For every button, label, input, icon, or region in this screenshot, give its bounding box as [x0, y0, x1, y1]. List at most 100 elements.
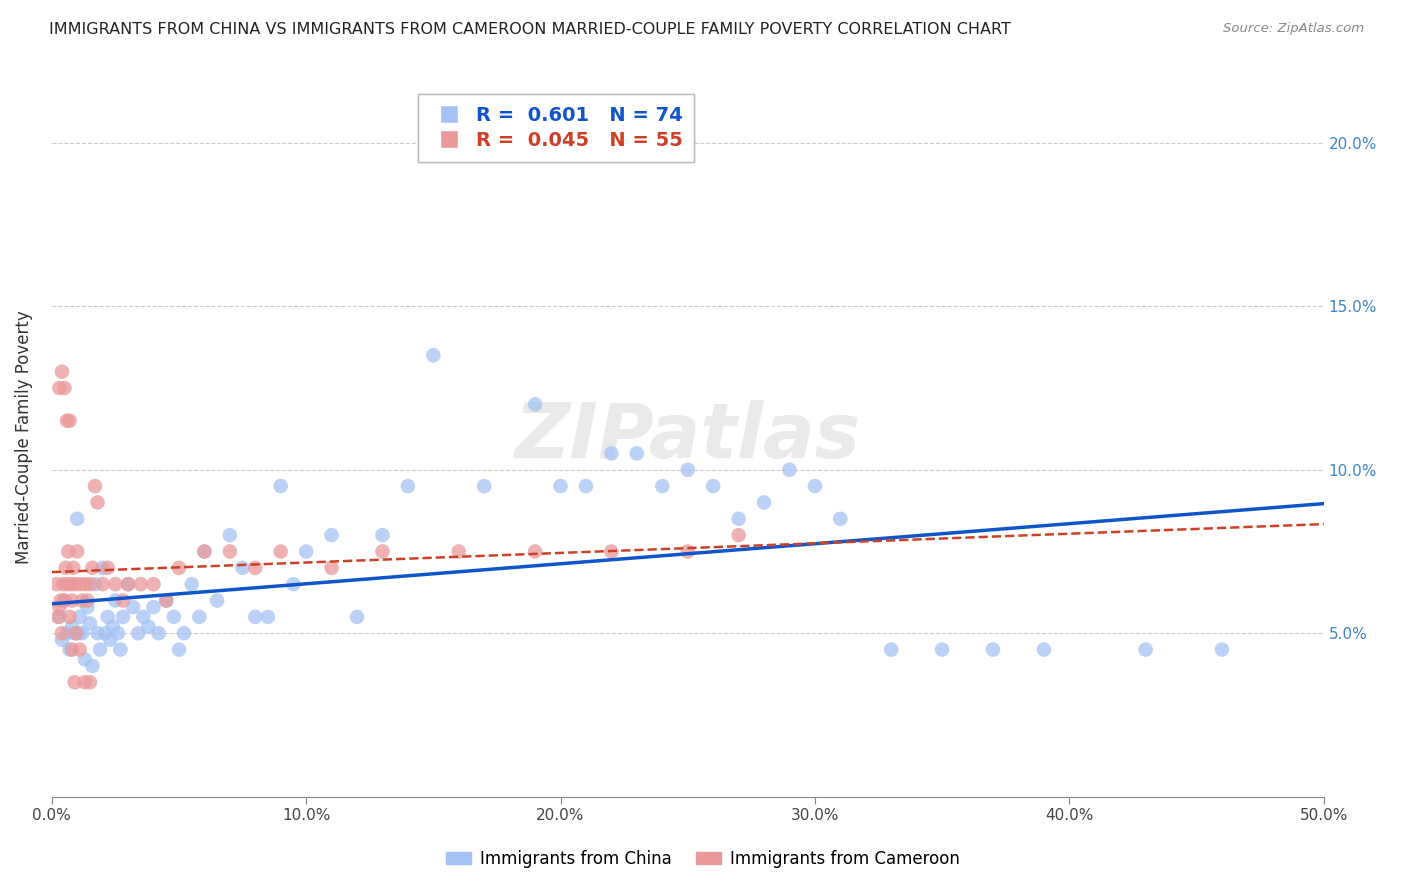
Point — [48, 600, 70, 615]
Point — [173, 626, 195, 640]
Point — [45, 577, 67, 591]
Point — [66, 512, 89, 526]
Point — [51, 632, 73, 647]
Point — [55, 561, 77, 575]
Point — [98, 632, 121, 647]
Point — [830, 512, 852, 526]
Point — [51, 365, 73, 379]
Point — [69, 577, 91, 591]
Point — [104, 577, 127, 591]
Point — [752, 495, 775, 509]
Point — [880, 642, 903, 657]
Point — [63, 626, 86, 640]
Point — [79, 577, 101, 591]
Point — [447, 544, 470, 558]
Point — [122, 600, 145, 615]
Point — [66, 544, 89, 558]
Point — [205, 593, 228, 607]
Point — [180, 577, 202, 591]
Point — [117, 577, 139, 591]
Point — [82, 659, 104, 673]
Point — [129, 577, 152, 591]
Point — [727, 512, 749, 526]
Point — [63, 577, 86, 591]
Point — [218, 528, 240, 542]
Point — [52, 577, 75, 591]
Point — [72, 593, 94, 607]
Point — [94, 626, 117, 640]
Point — [804, 479, 827, 493]
Point — [48, 610, 70, 624]
Point — [56, 414, 79, 428]
Point — [72, 626, 94, 640]
Point — [89, 642, 111, 657]
Point — [58, 610, 80, 624]
Point — [69, 642, 91, 657]
Point — [245, 610, 267, 624]
Point — [371, 544, 394, 558]
Point — [245, 561, 267, 575]
Point — [48, 381, 70, 395]
Point — [73, 652, 96, 666]
Point — [76, 593, 98, 607]
Point — [60, 642, 83, 657]
Point — [53, 593, 76, 607]
Point — [524, 397, 547, 411]
Point — [56, 626, 79, 640]
Point — [142, 577, 165, 591]
Point — [111, 610, 134, 624]
Point — [76, 600, 98, 615]
Text: IMMIGRANTS FROM CHINA VS IMMIGRANTS FROM CAMEROON MARRIED-COUPLE FAMILY POVERTY : IMMIGRANTS FROM CHINA VS IMMIGRANTS FROM… — [49, 22, 1011, 37]
Point — [79, 675, 101, 690]
Point — [127, 626, 149, 640]
Point — [69, 610, 91, 624]
Point — [58, 544, 80, 558]
Point — [49, 593, 72, 607]
Point — [167, 561, 190, 575]
Point — [1032, 642, 1054, 657]
Point — [107, 626, 129, 640]
Point — [67, 626, 90, 640]
Point — [1211, 642, 1233, 657]
Point — [270, 544, 292, 558]
Point — [257, 610, 280, 624]
Point — [79, 616, 101, 631]
Point — [321, 561, 343, 575]
Legend: Immigrants from China, Immigrants from Cameroon: Immigrants from China, Immigrants from C… — [440, 844, 966, 875]
Point — [270, 479, 292, 493]
Point — [193, 544, 215, 558]
Point — [84, 479, 107, 493]
Point — [524, 544, 547, 558]
Point — [283, 577, 305, 591]
Point — [63, 675, 86, 690]
Point — [422, 348, 444, 362]
Point — [676, 463, 699, 477]
Point — [163, 610, 186, 624]
Point — [396, 479, 419, 493]
Point — [117, 577, 139, 591]
Text: Source: ZipAtlas.com: Source: ZipAtlas.com — [1223, 22, 1364, 36]
Point — [702, 479, 724, 493]
Point — [676, 544, 699, 558]
Point — [626, 446, 648, 460]
Point — [218, 544, 240, 558]
Point — [188, 610, 211, 624]
Point — [346, 610, 368, 624]
Text: ZIPatlas: ZIPatlas — [515, 400, 860, 474]
Point — [101, 620, 124, 634]
Point — [59, 577, 82, 591]
Point — [155, 593, 177, 607]
Point — [73, 577, 96, 591]
Point — [111, 593, 134, 607]
Point — [51, 626, 73, 640]
Point — [132, 610, 155, 624]
Point — [73, 675, 96, 690]
Point — [472, 479, 495, 493]
Point — [371, 528, 394, 542]
Point — [91, 577, 114, 591]
Legend: R =  0.601   N = 74, R =  0.045   N = 55: R = 0.601 N = 74, R = 0.045 N = 55 — [418, 95, 695, 161]
Point — [86, 626, 108, 640]
Point — [60, 620, 83, 634]
Point — [193, 544, 215, 558]
Point — [97, 610, 120, 624]
